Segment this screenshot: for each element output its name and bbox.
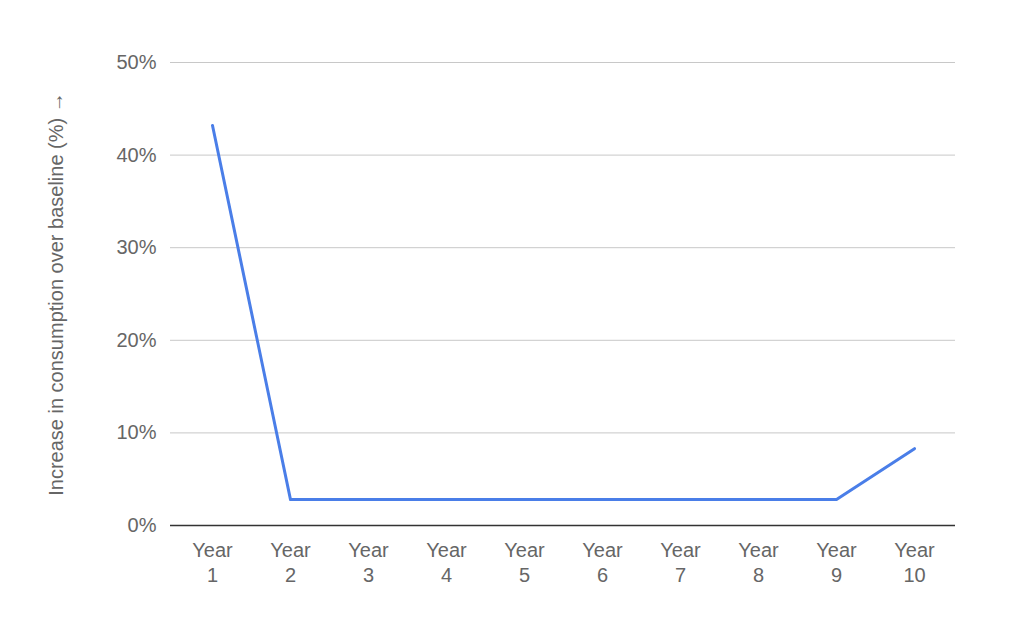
svg-text:Year1: Year1 — [192, 539, 233, 586]
svg-text:Year2: Year2 — [270, 539, 311, 586]
svg-text:50%: 50% — [116, 51, 156, 73]
svg-text:Year5: Year5 — [504, 539, 545, 586]
svg-text:Increase in consumption over b: Increase in consumption over baseline (%… — [45, 92, 67, 496]
svg-text:Year9: Year9 — [816, 539, 857, 586]
svg-text:Year10: Year10 — [894, 539, 935, 586]
svg-text:20%: 20% — [116, 329, 156, 351]
svg-text:30%: 30% — [116, 236, 156, 258]
svg-text:10%: 10% — [116, 421, 156, 443]
svg-text:0%: 0% — [128, 514, 157, 536]
svg-text:Year8: Year8 — [738, 539, 779, 586]
svg-text:40%: 40% — [116, 144, 156, 166]
svg-text:Year7: Year7 — [660, 539, 701, 586]
svg-text:Year4: Year4 — [426, 539, 467, 586]
svg-text:Year6: Year6 — [582, 539, 623, 586]
svg-text:Year3: Year3 — [348, 539, 389, 586]
